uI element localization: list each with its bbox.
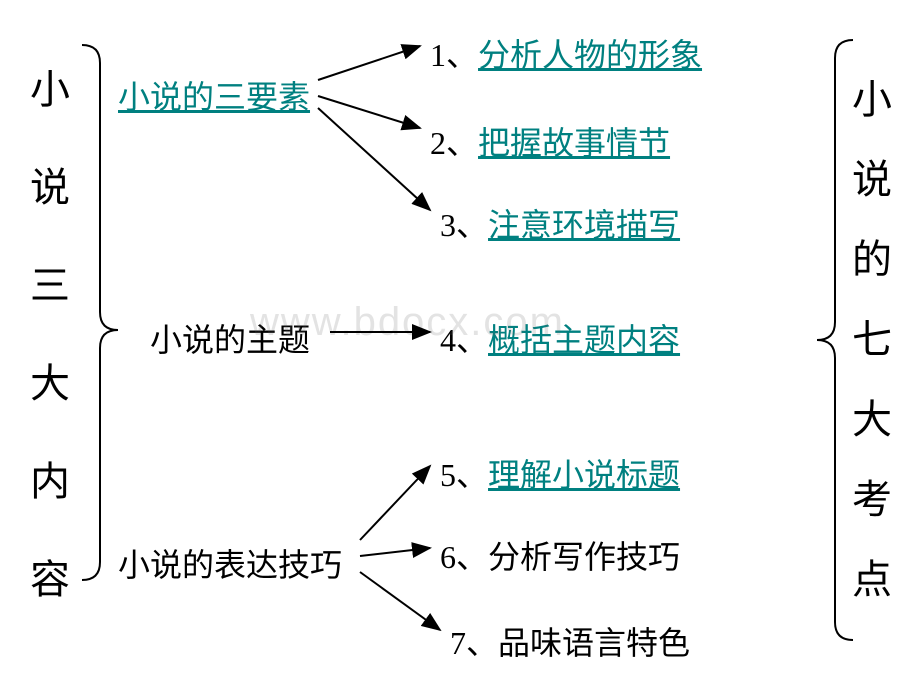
category-theme: 小说的主题 xyxy=(150,315,310,361)
point-number: 3、 xyxy=(440,207,488,243)
point-text: 分析写作技巧 xyxy=(488,539,680,575)
right-title-char: 考 xyxy=(852,480,892,520)
category-technique: 小说的表达技巧 xyxy=(118,540,342,586)
exam-point-3[interactable]: 3、注意环境描写 xyxy=(440,200,680,246)
exam-point-6: 6、分析写作技巧 xyxy=(440,532,680,578)
point-text[interactable]: 理解小说标题 xyxy=(488,457,680,493)
left-title-char: 内 xyxy=(30,462,70,502)
exam-point-4[interactable]: 4、概括主题内容 xyxy=(440,315,680,361)
right-title-char: 说 xyxy=(852,160,892,200)
point-text[interactable]: 把握故事情节 xyxy=(478,125,670,161)
point-number: 6、 xyxy=(440,539,488,575)
left-vertical-title: 小说三大内容 xyxy=(30,70,70,658)
point-number: 1、 xyxy=(430,37,478,73)
left-title-char: 大 xyxy=(30,364,70,404)
right-title-char: 大 xyxy=(852,400,892,440)
exam-point-5[interactable]: 5、理解小说标题 xyxy=(440,450,680,496)
exam-point-2[interactable]: 2、把握故事情节 xyxy=(430,118,670,164)
point-text[interactable]: 概括主题内容 xyxy=(488,322,680,358)
right-title-char: 七 xyxy=(852,320,892,360)
left-bracket xyxy=(82,45,118,580)
exam-point-1[interactable]: 1、分析人物的形象 xyxy=(430,30,702,76)
right-title-char: 的 xyxy=(852,240,892,280)
left-title-char: 三 xyxy=(30,266,70,306)
left-title-char: 容 xyxy=(30,560,70,600)
point-number: 4、 xyxy=(440,322,488,358)
right-title-char: 小 xyxy=(852,80,892,120)
point-text[interactable]: 注意环境描写 xyxy=(488,207,680,243)
point-number: 2、 xyxy=(430,125,478,161)
point-number: 5、 xyxy=(440,457,488,493)
left-title-char: 说 xyxy=(30,168,70,208)
point-text: 品味语言特色 xyxy=(498,625,690,661)
right-title-char: 点 xyxy=(852,560,892,600)
right-vertical-title: 小说的七大考点 xyxy=(852,80,892,640)
left-title-char: 小 xyxy=(30,70,70,110)
right-bracket xyxy=(817,40,853,640)
point-text[interactable]: 分析人物的形象 xyxy=(478,37,702,73)
point-number: 7、 xyxy=(450,625,498,661)
exam-point-7: 7、品味语言特色 xyxy=(450,618,690,664)
category-elements[interactable]: 小说的三要素 xyxy=(118,72,310,118)
